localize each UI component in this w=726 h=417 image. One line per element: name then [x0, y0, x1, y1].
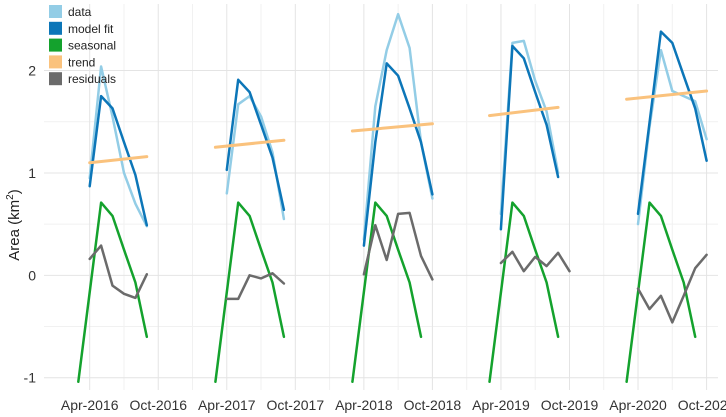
y-axis-title-sup: 2: [5, 194, 16, 200]
series-line-model-fit: [88, 94, 149, 227]
series-line-trend: [350, 122, 434, 133]
x-tick-label: Oct-2019: [541, 397, 599, 413]
legend-swatch-data: [49, 5, 62, 18]
legend-swatch-trend: [49, 55, 62, 69]
series-line-trend: [625, 89, 709, 101]
y-tick-labels: -1 0 1 2: [24, 63, 37, 386]
series-line-residuals: [636, 253, 708, 324]
series-line-model-fit: [636, 30, 708, 216]
legend-label-model-fit: model fit: [68, 22, 114, 36]
series-line-model-fit: [362, 62, 434, 247]
legend-label-data: data: [68, 5, 92, 19]
series-line-model-fit: [225, 78, 286, 212]
series-line-trend: [488, 105, 560, 118]
series-line-residuals: [362, 211, 434, 281]
x-tick-label: Apr-2016: [61, 397, 119, 413]
series-line-seasonal: [214, 201, 286, 384]
x-tick-label: Apr-2020: [609, 397, 667, 413]
grid: [44, 4, 718, 390]
x-tick-label: Apr-2018: [335, 397, 393, 413]
series-line-seasonal: [488, 201, 560, 384]
series-line-data: [88, 65, 149, 228]
legend: data model fit seasonal trend residuals: [49, 5, 116, 86]
legend-swatch-seasonal: [49, 38, 62, 52]
series-line-residuals: [225, 272, 286, 301]
legend-label-seasonal: seasonal: [68, 39, 116, 53]
y-axis-title-close: ): [6, 189, 23, 194]
legend-swatch-residuals: [49, 72, 62, 86]
x-tick-label: Apr-2019: [472, 397, 530, 413]
series-line-trend: [88, 155, 149, 165]
legend-label-residuals: residuals: [68, 72, 116, 86]
series-line-residuals: [499, 250, 571, 273]
series-line-model-fit: [499, 44, 560, 231]
x-tick-label: Oct-2017: [267, 397, 325, 413]
series-layer: [77, 12, 709, 384]
y-axis-title: Area (km2): [5, 189, 23, 260]
x-tick-label: Apr-2017: [198, 397, 256, 413]
series-residuals: [88, 211, 708, 324]
y-tick-label: -1: [24, 370, 37, 386]
y-tick-label: 1: [28, 165, 36, 181]
legend-swatch-model-fit: [49, 21, 62, 35]
series-line-residuals: [88, 244, 149, 300]
x-tick-label: Oct-2018: [404, 397, 462, 413]
series-line-trend: [213, 138, 286, 149]
x-tick-label: Oct-2020: [678, 397, 726, 413]
series-trend: [88, 89, 709, 165]
y-tick-label: 2: [28, 63, 36, 79]
y-tick-label: 0: [28, 267, 36, 283]
y-axis-title-main: Area (km: [6, 200, 23, 261]
series-model-fit: [88, 30, 708, 247]
x-tick-labels: Apr-2016 Oct-2016 Apr-2017 Oct-2017 Apr-2018…: [61, 397, 726, 413]
legend-label-trend: trend: [68, 55, 95, 69]
x-tick-label: Oct-2016: [129, 397, 187, 413]
